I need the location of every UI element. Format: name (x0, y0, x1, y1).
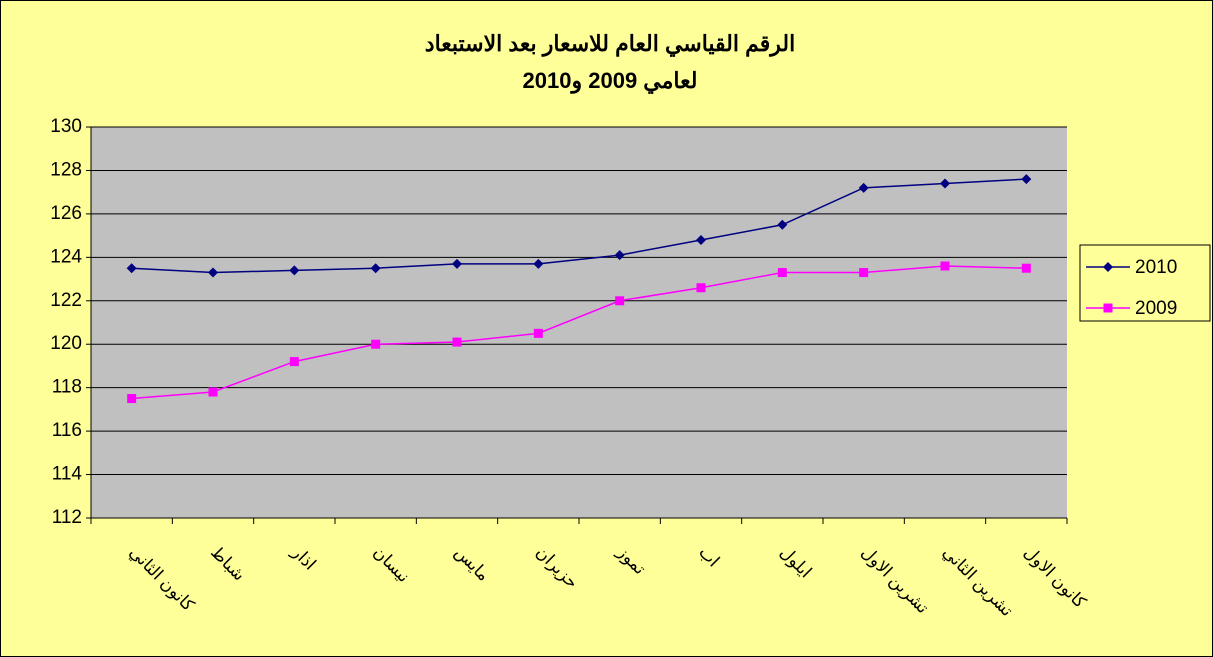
y-tick-label: 114 (52, 464, 83, 485)
data-point (859, 268, 869, 278)
data-point (614, 250, 625, 261)
data-point (533, 328, 543, 338)
legend-label: 2010 (1135, 257, 1177, 278)
data-point (696, 234, 706, 245)
data-point (1021, 263, 1031, 273)
data-point (940, 178, 950, 189)
y-tick-label: 122 (50, 290, 82, 311)
data-point (777, 219, 788, 230)
data-point (371, 339, 381, 349)
y-tick-label: 130 (50, 116, 82, 137)
y-tick-label: 116 (52, 420, 82, 441)
data-point (940, 261, 950, 271)
data-point (615, 296, 625, 306)
data-point (452, 337, 462, 347)
y-tick-label: 112 (52, 507, 82, 528)
data-point (127, 394, 137, 404)
data-point (777, 268, 787, 278)
data-point (370, 263, 381, 274)
series-line (131, 265, 1027, 400)
data-point (858, 182, 869, 193)
series-line (131, 178, 1027, 274)
data-point (126, 263, 137, 274)
data-point (696, 283, 706, 293)
plot-area (91, 127, 1067, 518)
y-tick-label: 118 (52, 377, 82, 398)
y-tick-label: 128 (50, 159, 82, 180)
data-point (289, 357, 299, 367)
data-point (289, 265, 300, 276)
y-tick-label: 120 (50, 333, 82, 354)
chart-title: الرقم القياسي العام للاسعار بعد الاستبعا… (425, 31, 795, 57)
data-point (208, 387, 218, 397)
legend-marker (1103, 303, 1113, 313)
chart-title: لعامي 2009 و2010 (523, 68, 698, 94)
y-tick-label: 126 (50, 203, 82, 224)
legend-label: 2009 (1135, 298, 1177, 319)
data-point (533, 258, 544, 269)
y-tick-label: 124 (50, 246, 82, 267)
data-point (452, 258, 462, 269)
legend-marker (1103, 262, 1113, 272)
data-point (1021, 174, 1032, 185)
data-point (208, 267, 218, 278)
